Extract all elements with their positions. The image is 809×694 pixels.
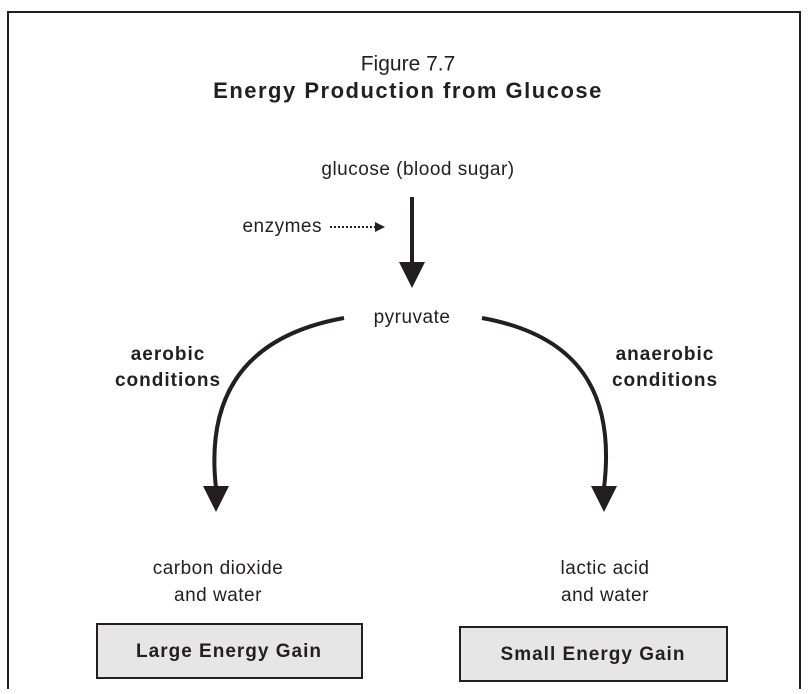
product-label: and water — [174, 585, 262, 606]
enzymes-label: enzymes — [242, 216, 322, 237]
arrow-head — [399, 262, 425, 288]
aerobic-label: aerobic — [131, 344, 206, 365]
aerobic-label: conditions — [115, 370, 221, 391]
curved-arrow — [212, 316, 345, 489]
frame — [7, 11, 801, 689]
product-label: carbon dioxide — [153, 558, 284, 579]
gain-label: Large Energy Gain — [136, 641, 322, 662]
anaerobic-label: conditions — [612, 370, 718, 391]
pyruvate-label: pyruvate — [374, 307, 451, 328]
arrow-head — [203, 486, 229, 512]
curved-arrow — [481, 316, 609, 489]
arrow-head — [591, 486, 617, 512]
glucose-label: glucose (blood sugar) — [321, 159, 514, 180]
arrow-head — [375, 222, 385, 232]
gain-box — [459, 626, 728, 682]
product-label: lactic acid — [561, 558, 650, 579]
gain-box — [96, 623, 363, 679]
figure-title: Energy Production from Glucose — [213, 78, 603, 103]
anaerobic-label: anaerobic — [616, 344, 715, 365]
figure-label: Figure 7.7 — [361, 53, 456, 76]
gain-label: Small Energy Gain — [501, 644, 686, 665]
product-label: and water — [561, 585, 649, 606]
